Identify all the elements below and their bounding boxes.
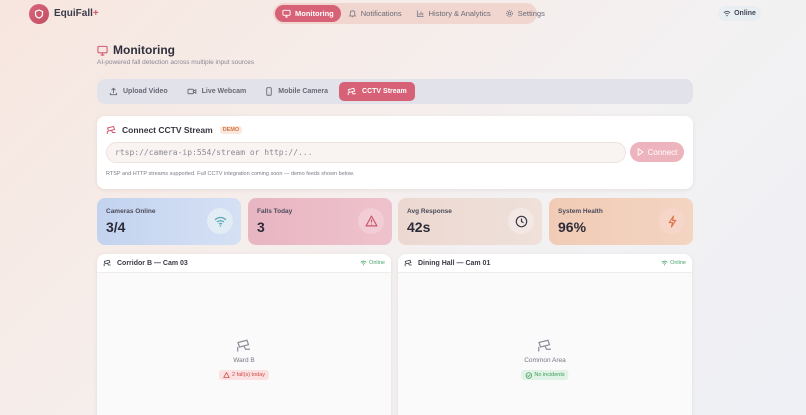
camera-name: Dining Hall — Cam 01 (418, 259, 491, 267)
connect-button-label: Connect (647, 147, 678, 157)
nav-item-notifications[interactable]: Notifications (341, 5, 409, 22)
camera-feed: Common Area No incidents (398, 273, 692, 415)
video-icon (187, 87, 197, 96)
camera-name: Corridor B — Cam 03 (117, 259, 188, 267)
connect-button[interactable]: Connect (630, 142, 684, 162)
stat-system-health: System Health 96% (549, 198, 693, 245)
camera-location: Common Area (524, 357, 566, 364)
incident-badge-label: 2 fall(s) today (231, 372, 266, 378)
connect-card-header: Connect CCTV Stream DEMO (106, 125, 243, 135)
lightning-icon (659, 208, 685, 234)
camera-panel[interactable]: Corridor B — Cam 03 Online Ward B 2 fall… (97, 254, 391, 415)
logo[interactable] (29, 4, 49, 24)
incident-badge: No incidents (521, 370, 569, 380)
shield-logo-icon (34, 9, 44, 19)
stat-value: 96% (558, 219, 587, 235)
tab-upload-video[interactable]: Upload Video (101, 82, 176, 101)
stat-value: 3 (257, 219, 265, 235)
smartphone-icon (265, 87, 273, 96)
stat-label: Cameras Online (106, 208, 156, 215)
gear-icon (505, 9, 514, 18)
cctv-icon (103, 259, 112, 267)
monitor-icon (282, 9, 291, 18)
wifi-icon (207, 208, 233, 234)
camera-status: Online (360, 260, 385, 266)
cctv-icon (106, 125, 117, 135)
incident-badge-label: No incidents (534, 372, 565, 378)
bell-icon (348, 9, 357, 18)
nav-item-label: History & Analytics (428, 9, 491, 18)
camera-location: Ward B (233, 357, 255, 364)
nav-item-history-analytics[interactable]: History & Analytics (409, 5, 498, 22)
bar-chart-icon (416, 9, 425, 18)
monitor-icon (97, 45, 108, 56)
connect-cctv-card: Connect CCTV Stream DEMO Connect RTSP an… (97, 116, 693, 189)
stat-label: Falls Today (257, 208, 293, 215)
brand-name: EquiFall+ (54, 8, 99, 19)
main-nav: Monitoring Notifications History & Analy… (273, 3, 545, 24)
camera-header: Corridor B — Cam 03 Online (97, 254, 391, 273)
stat-avg-response: Avg Response 42s (398, 198, 542, 245)
nav-item-settings[interactable]: Settings (498, 5, 552, 22)
status-label: Online (734, 10, 756, 17)
nav-item-label: Settings (517, 9, 545, 18)
stat-label: Avg Response (407, 208, 452, 215)
top-bar: EquiFall+ Monitoring Notifications Histo… (0, 0, 806, 28)
camera-status: Online (661, 260, 686, 266)
connect-note: RTSP and HTTP streams supported. Full CC… (106, 171, 355, 177)
tab-label: Upload Video (123, 88, 168, 95)
stat-label: System Health (558, 208, 603, 215)
nav-item-label: Notifications (360, 9, 402, 18)
clock-icon (508, 208, 534, 234)
cctv-icon (404, 259, 413, 267)
upload-icon (109, 87, 118, 96)
warning-triangle-icon (358, 208, 384, 234)
source-tabs: Upload Video Live Webcam Mobile Camera C… (97, 79, 693, 104)
stat-value: 3/4 (106, 219, 126, 235)
cctv-icon (236, 338, 253, 353)
connect-card-title: Connect CCTV Stream (122, 125, 213, 135)
camera-feed: Ward B 2 fall(s) today (97, 273, 391, 415)
stat-falls-today: Falls Today 3 (248, 198, 392, 245)
stat-value: 42s (407, 219, 431, 235)
page-title: Monitoring (97, 43, 175, 57)
tab-label: CCTV Stream (362, 88, 407, 95)
page-title-text: Monitoring (113, 43, 175, 57)
camera-status-label: Online (369, 260, 385, 266)
wifi-icon (723, 10, 731, 17)
tab-live-webcam[interactable]: Live Webcam (179, 82, 255, 101)
tab-label: Live Webcam (201, 88, 247, 95)
wifi-icon (661, 260, 668, 266)
stat-cameras-online: Cameras Online 3/4 (97, 198, 241, 245)
check-circle-icon (525, 371, 533, 379)
tab-label: Mobile Camera (278, 88, 329, 95)
wifi-icon (360, 260, 367, 266)
camera-status-label: Online (670, 260, 686, 266)
page-subtitle: AI-powered fall detection across multipl… (97, 59, 255, 66)
cctv-icon (347, 87, 357, 96)
play-icon (637, 148, 644, 156)
camera-panel[interactable]: Dining Hall — Cam 01 Online Common Area … (398, 254, 692, 415)
nav-item-monitoring[interactable]: Monitoring (275, 5, 341, 22)
connection-status: Online (718, 6, 761, 21)
warning-triangle-icon (223, 372, 230, 378)
nav-item-label: Monitoring (295, 9, 334, 18)
tab-cctv-stream[interactable]: CCTV Stream (339, 82, 415, 101)
tab-mobile-camera[interactable]: Mobile Camera (257, 82, 336, 101)
incident-badge: 2 fall(s) today (218, 370, 270, 380)
demo-badge: DEMO (219, 126, 243, 134)
camera-header: Dining Hall — Cam 01 Online (398, 254, 692, 273)
cctv-icon (537, 338, 554, 353)
stream-url-input[interactable] (106, 142, 626, 163)
